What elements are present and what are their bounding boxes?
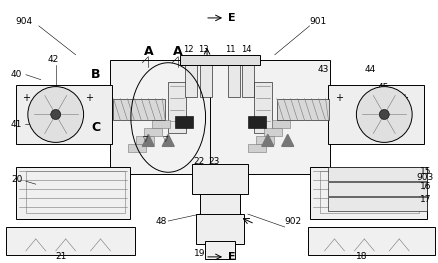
Text: A: A bbox=[144, 45, 153, 58]
Circle shape bbox=[357, 87, 412, 142]
Bar bbox=[26, 171, 125, 213]
Text: 48: 48 bbox=[155, 216, 166, 226]
Polygon shape bbox=[162, 134, 174, 146]
Bar bbox=[16, 167, 131, 219]
Text: 903: 903 bbox=[417, 173, 434, 182]
Text: 13: 13 bbox=[198, 45, 209, 54]
Text: 45: 45 bbox=[377, 83, 389, 92]
Text: A: A bbox=[173, 45, 183, 58]
Bar bbox=[113, 99, 165, 120]
Bar bbox=[328, 197, 427, 211]
Text: 14: 14 bbox=[241, 45, 251, 54]
Polygon shape bbox=[262, 134, 274, 146]
Polygon shape bbox=[142, 134, 154, 146]
Bar bbox=[228, 57, 240, 97]
Bar bbox=[128, 144, 146, 152]
Text: 19: 19 bbox=[194, 249, 206, 258]
Bar bbox=[168, 82, 186, 133]
Bar bbox=[264, 128, 282, 136]
Text: 22: 22 bbox=[193, 157, 205, 166]
Text: 902: 902 bbox=[285, 216, 302, 226]
Bar bbox=[307, 227, 435, 255]
Text: E: E bbox=[228, 13, 236, 23]
Bar bbox=[152, 120, 170, 128]
Bar bbox=[185, 57, 197, 97]
Bar bbox=[248, 144, 266, 152]
Text: 21: 21 bbox=[55, 252, 67, 261]
Bar bbox=[145, 128, 162, 136]
Circle shape bbox=[28, 87, 84, 142]
Bar bbox=[175, 117, 193, 128]
Bar bbox=[320, 171, 419, 213]
Text: ▽: ▽ bbox=[162, 136, 168, 142]
Bar bbox=[16, 85, 113, 144]
Bar bbox=[254, 82, 272, 133]
Circle shape bbox=[379, 109, 389, 119]
Bar bbox=[328, 167, 427, 181]
Bar bbox=[242, 57, 254, 97]
Text: +: + bbox=[22, 93, 30, 103]
Text: 18: 18 bbox=[356, 252, 367, 261]
Text: 23: 23 bbox=[208, 157, 219, 166]
Bar bbox=[192, 164, 248, 194]
Bar bbox=[272, 120, 290, 128]
Bar bbox=[180, 55, 260, 65]
Bar bbox=[200, 194, 240, 219]
Text: 15: 15 bbox=[420, 167, 431, 176]
Bar bbox=[328, 85, 424, 144]
Text: B: B bbox=[91, 68, 100, 81]
Polygon shape bbox=[282, 134, 293, 146]
Text: 17: 17 bbox=[420, 195, 431, 204]
Text: 42: 42 bbox=[47, 55, 58, 64]
Bar bbox=[110, 60, 230, 174]
Text: 44: 44 bbox=[364, 65, 376, 74]
Text: 20: 20 bbox=[11, 175, 22, 184]
Circle shape bbox=[51, 109, 61, 119]
Text: ▽: ▽ bbox=[143, 136, 148, 142]
Text: C: C bbox=[91, 121, 100, 134]
Text: 40: 40 bbox=[11, 70, 22, 79]
Text: E: E bbox=[228, 252, 236, 262]
Text: +: + bbox=[336, 93, 343, 103]
Text: 16: 16 bbox=[420, 182, 431, 191]
Bar bbox=[277, 99, 328, 120]
Text: 11: 11 bbox=[225, 45, 236, 54]
Bar bbox=[6, 227, 135, 255]
Text: 904: 904 bbox=[15, 17, 32, 26]
Text: +: + bbox=[85, 93, 92, 103]
Bar bbox=[196, 214, 244, 244]
Bar bbox=[248, 117, 266, 128]
Text: 12: 12 bbox=[183, 45, 194, 54]
Bar bbox=[200, 57, 212, 97]
Text: 41: 41 bbox=[11, 120, 22, 129]
Text: +: + bbox=[400, 93, 408, 103]
Bar bbox=[256, 136, 274, 144]
Bar bbox=[210, 60, 329, 174]
Bar bbox=[310, 167, 427, 219]
Bar bbox=[205, 241, 235, 259]
Text: 901: 901 bbox=[310, 17, 327, 26]
Text: 43: 43 bbox=[318, 65, 329, 74]
Bar bbox=[328, 182, 427, 196]
Bar bbox=[136, 136, 154, 144]
